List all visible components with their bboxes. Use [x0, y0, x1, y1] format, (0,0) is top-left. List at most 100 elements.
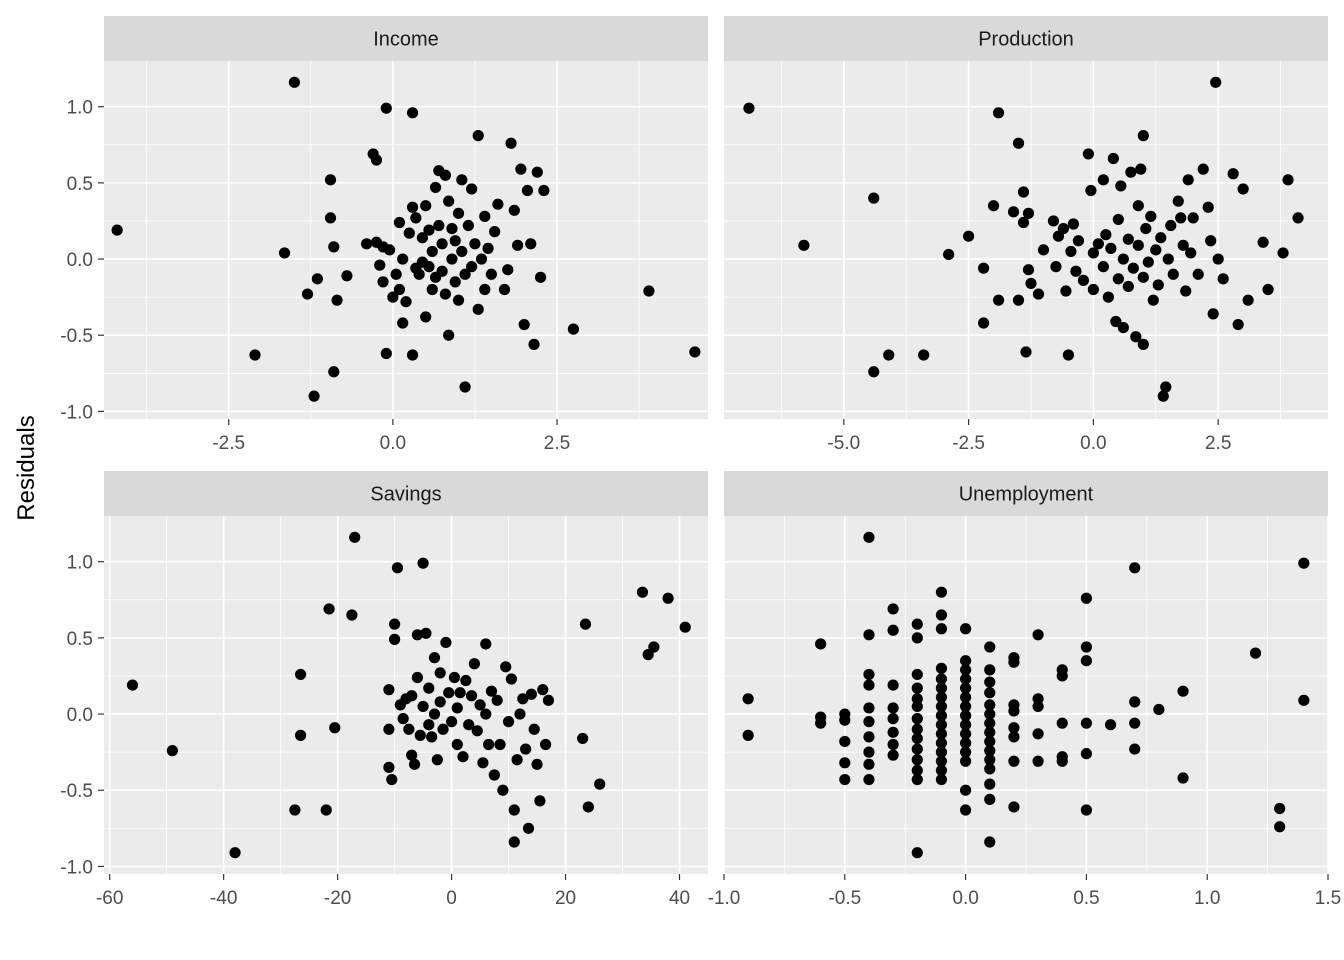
data-point [403, 227, 415, 239]
y-tick-label: 0.5 [67, 629, 93, 650]
data-point [1117, 321, 1129, 334]
data-point [502, 716, 515, 728]
x-tick-label: -1.0 [708, 888, 741, 909]
data-point [436, 238, 448, 250]
data-point [636, 586, 649, 598]
data-point [911, 754, 923, 766]
data-point [428, 708, 441, 720]
data-point [294, 668, 307, 681]
data-point [1080, 748, 1092, 760]
data-point [911, 773, 923, 786]
data-point [446, 253, 458, 265]
data-point [466, 261, 478, 273]
x-tick-label: -60 [96, 888, 123, 909]
data-point [406, 690, 418, 702]
data-point [452, 294, 465, 306]
data-point [429, 181, 442, 194]
data-point [1205, 235, 1217, 247]
data-point [1008, 731, 1020, 743]
data-point [1147, 294, 1159, 306]
x-tick-label: -40 [210, 888, 237, 909]
data-point [798, 239, 810, 251]
data-point [1047, 215, 1060, 227]
data-point [1017, 186, 1030, 198]
data-point [459, 268, 471, 280]
data-point [445, 716, 458, 728]
data-point [433, 219, 445, 232]
data-point [1137, 130, 1149, 142]
data-point [328, 241, 340, 253]
y-tick-label: -0.5 [60, 781, 93, 802]
data-point [1097, 261, 1109, 273]
strip-label-savings: Savings [370, 484, 441, 506]
data-point [534, 795, 546, 807]
data-point [984, 726, 996, 738]
data-point [1122, 280, 1134, 293]
data-point [1140, 222, 1152, 235]
data-point [423, 224, 435, 236]
data-point [679, 621, 691, 633]
data-point [887, 603, 899, 615]
data-point [387, 291, 399, 303]
data-point [1085, 184, 1097, 197]
data-point [911, 682, 923, 694]
data-point [531, 166, 543, 178]
data-point [518, 318, 530, 331]
data-point [1056, 717, 1068, 729]
data-point [397, 713, 409, 725]
data-point [389, 633, 401, 645]
data-point [1056, 755, 1068, 767]
data-point [743, 102, 755, 114]
data-point [413, 268, 425, 280]
data-point [468, 658, 480, 670]
data-point [935, 773, 948, 786]
data-point [511, 754, 523, 766]
data-point [1175, 212, 1187, 224]
data-point [1032, 700, 1044, 713]
y-tick-label: 0.0 [67, 705, 93, 726]
data-point [935, 719, 948, 731]
data-point [943, 248, 955, 261]
data-point [1202, 201, 1214, 213]
data-point [1155, 232, 1167, 244]
data-point [1129, 743, 1141, 755]
data-point [1232, 318, 1244, 331]
data-point [403, 723, 415, 735]
data-point [935, 662, 948, 674]
data-point [984, 735, 996, 748]
data-point [1135, 163, 1147, 175]
facet-panels: Income-1.0-0.50.00.51.0-2.5 0.0 2.5Product… [60, 16, 1341, 909]
data-point [911, 713, 923, 725]
data-point [1087, 247, 1099, 259]
data-point [383, 244, 396, 256]
data-point [911, 668, 923, 681]
data-point [449, 276, 461, 288]
data-point [428, 652, 441, 664]
data-point [1080, 655, 1092, 667]
data-point [1249, 647, 1262, 659]
data-point [1032, 288, 1045, 300]
data-point [301, 288, 314, 300]
data-point [887, 713, 899, 725]
data-point [1105, 242, 1117, 254]
data-point [1020, 346, 1032, 358]
data-point [1282, 174, 1294, 186]
data-point [839, 773, 851, 786]
plot-area-savings [104, 516, 708, 874]
data-point [863, 731, 875, 743]
data-point [815, 638, 827, 650]
data-point [508, 836, 520, 848]
data-point [454, 687, 466, 699]
data-point [1298, 557, 1310, 569]
data-point [465, 690, 478, 702]
data-point [111, 224, 123, 236]
data-point [1102, 291, 1114, 303]
data-point [839, 708, 851, 720]
data-point [643, 285, 655, 297]
data-point [406, 107, 419, 119]
data-point [471, 725, 483, 737]
data-point [542, 694, 555, 706]
data-point [1008, 722, 1020, 734]
x-tick-label: 0.0 [380, 433, 406, 454]
